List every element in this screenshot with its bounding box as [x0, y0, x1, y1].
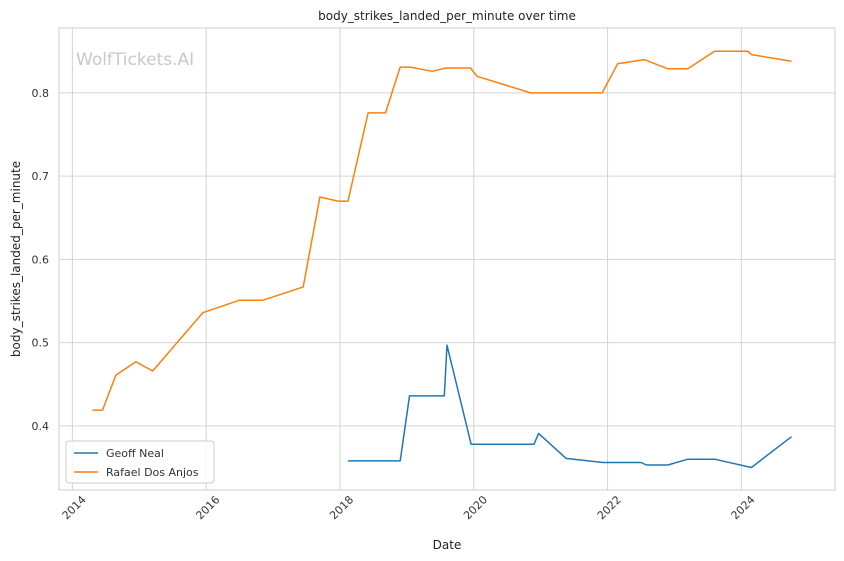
x-tick-label: 2016 [193, 493, 222, 522]
y-tick-label: 0.5 [32, 337, 50, 350]
series-line-geoff-neal [348, 344, 792, 469]
legend-label-rafael-dos-anjos: Rafael Dos Anjos [106, 466, 199, 479]
y-tick-label: 0.7 [32, 170, 50, 183]
grid-layer [59, 28, 835, 490]
x-tick-label: 2020 [461, 493, 490, 522]
legend-box [65, 440, 215, 484]
x-tick-label: 2022 [595, 493, 624, 522]
x-tick-label: 2024 [729, 493, 758, 522]
y-tick-label: 0.4 [32, 420, 50, 433]
series-layer [92, 50, 792, 469]
y-axis-title: body_strikes_landed_per_minute [9, 161, 23, 357]
x-tick-label: 2014 [60, 493, 89, 522]
x-axis-title: Date [433, 538, 462, 552]
y-tick-label: 0.6 [32, 253, 50, 266]
watermark-text: WolfTickets.AI [76, 50, 194, 70]
legend: Geoff Neal Rafael Dos Anjos [65, 440, 215, 484]
series-line-rafael-dos-anjos [92, 50, 792, 411]
legend-label-geoff-neal: Geoff Neal [106, 447, 164, 460]
plot-frame [58, 27, 836, 491]
x-tick-label: 2018 [327, 493, 356, 522]
chart-title: body_strikes_landed_per_minute over time [318, 9, 576, 23]
y-tick-label: 0.8 [32, 87, 50, 100]
